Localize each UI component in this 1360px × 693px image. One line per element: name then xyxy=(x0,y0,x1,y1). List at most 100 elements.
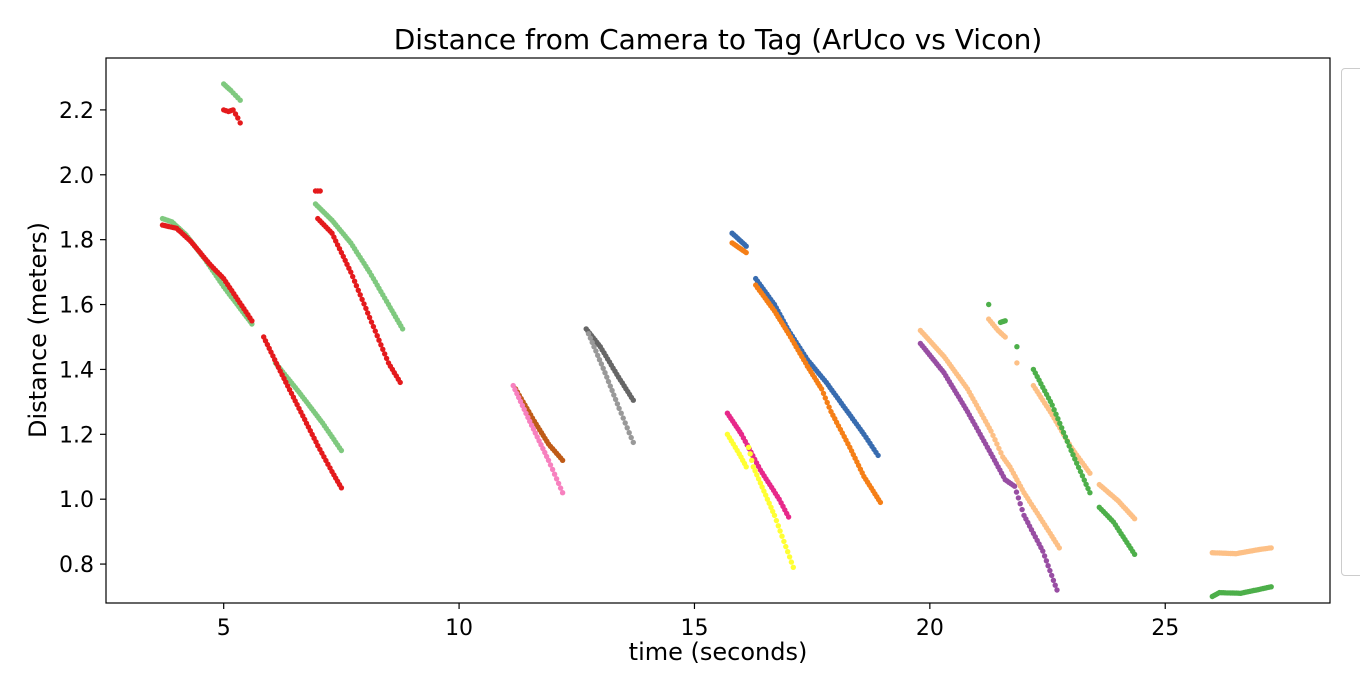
data-point xyxy=(357,292,363,298)
data-point xyxy=(338,485,345,491)
data-point xyxy=(743,464,749,470)
data-point xyxy=(1059,425,1065,431)
x-tick-label: 5 xyxy=(217,616,231,641)
data-point xyxy=(1019,506,1025,513)
data-point xyxy=(591,344,597,350)
data-point xyxy=(1131,516,1138,522)
data-point xyxy=(1081,477,1088,483)
data-point xyxy=(555,480,562,487)
data-point xyxy=(622,420,628,426)
data-point xyxy=(1014,344,1020,350)
data-point xyxy=(587,335,594,341)
data-point xyxy=(1053,411,1059,417)
data-point xyxy=(598,361,605,367)
y-tick-label: 2.0 xyxy=(59,164,94,189)
data-point xyxy=(609,387,615,394)
data-point xyxy=(786,554,793,560)
data-point xyxy=(1047,567,1053,574)
data-point xyxy=(380,346,386,352)
data-point xyxy=(752,468,758,474)
data-point xyxy=(512,386,518,393)
data-points-layer xyxy=(159,81,1274,600)
data-point xyxy=(620,415,626,421)
y-tick-label: 1.6 xyxy=(59,294,94,319)
data-point xyxy=(779,533,785,539)
data-point xyxy=(990,432,996,439)
data-point xyxy=(549,466,556,473)
data-point xyxy=(350,273,356,280)
data-point xyxy=(605,378,612,385)
data-point xyxy=(374,333,380,339)
data-point xyxy=(382,351,388,357)
data-point xyxy=(1087,470,1093,476)
data-point xyxy=(1054,587,1060,593)
data-point xyxy=(363,305,369,312)
data-point xyxy=(517,398,524,405)
data-point xyxy=(593,348,599,354)
data-point xyxy=(1085,485,1091,492)
data-point xyxy=(763,492,769,498)
data-point xyxy=(773,517,780,524)
data-point xyxy=(628,434,634,441)
data-point xyxy=(359,296,365,303)
data-point xyxy=(1083,481,1089,487)
data-point xyxy=(559,457,566,463)
data-point xyxy=(1011,483,1018,489)
chart-title: Distance from Camera to Tag (ArUco vs Vi… xyxy=(394,23,1043,56)
data-point xyxy=(781,538,787,545)
data-point xyxy=(749,457,755,463)
data-point xyxy=(877,499,884,506)
x-axis-label: time (seconds) xyxy=(629,638,808,666)
data-point xyxy=(1049,572,1055,579)
data-point xyxy=(783,543,789,550)
data-point xyxy=(397,379,403,386)
data-point xyxy=(1057,420,1063,426)
data-point xyxy=(235,115,241,121)
x-tick-label: 25 xyxy=(1151,616,1179,641)
data-point xyxy=(988,428,994,434)
data-point xyxy=(1070,452,1076,458)
data-point xyxy=(596,357,603,363)
data-point xyxy=(338,447,345,454)
data-point xyxy=(370,323,377,330)
data-point xyxy=(237,120,243,126)
data-point xyxy=(230,107,236,113)
data-point xyxy=(353,283,360,289)
x-tick-label: 10 xyxy=(445,616,473,641)
data-point xyxy=(595,352,601,359)
data-point xyxy=(790,564,796,570)
data-point xyxy=(994,441,1000,447)
data-point xyxy=(998,450,1004,456)
data-point xyxy=(1131,551,1138,557)
data-point xyxy=(788,559,795,565)
data-point xyxy=(1060,429,1067,436)
y-tick-label: 2.2 xyxy=(59,99,94,124)
data-point xyxy=(818,386,825,392)
data-point xyxy=(1049,402,1055,408)
data-point xyxy=(604,374,610,380)
data-point xyxy=(822,395,828,401)
data-point xyxy=(785,549,791,555)
y-tick-label: 1.4 xyxy=(59,358,94,383)
data-point xyxy=(1013,489,1020,495)
data-point xyxy=(1056,545,1063,551)
data-point xyxy=(611,392,617,398)
data-point xyxy=(351,278,358,284)
data-point xyxy=(376,337,382,343)
data-point xyxy=(557,485,564,491)
data-point xyxy=(366,314,373,321)
data-point xyxy=(1002,318,1008,324)
data-point xyxy=(602,370,608,376)
data-point xyxy=(771,512,778,519)
data-point xyxy=(372,328,378,334)
data-point xyxy=(317,188,323,194)
data-point xyxy=(1068,447,1074,454)
data-point xyxy=(1050,577,1057,583)
data-point xyxy=(1017,501,1023,507)
data-point xyxy=(361,301,367,307)
data-point xyxy=(1079,473,1086,479)
data-point xyxy=(775,523,781,529)
data-point xyxy=(1043,558,1050,564)
data-point xyxy=(545,457,552,463)
